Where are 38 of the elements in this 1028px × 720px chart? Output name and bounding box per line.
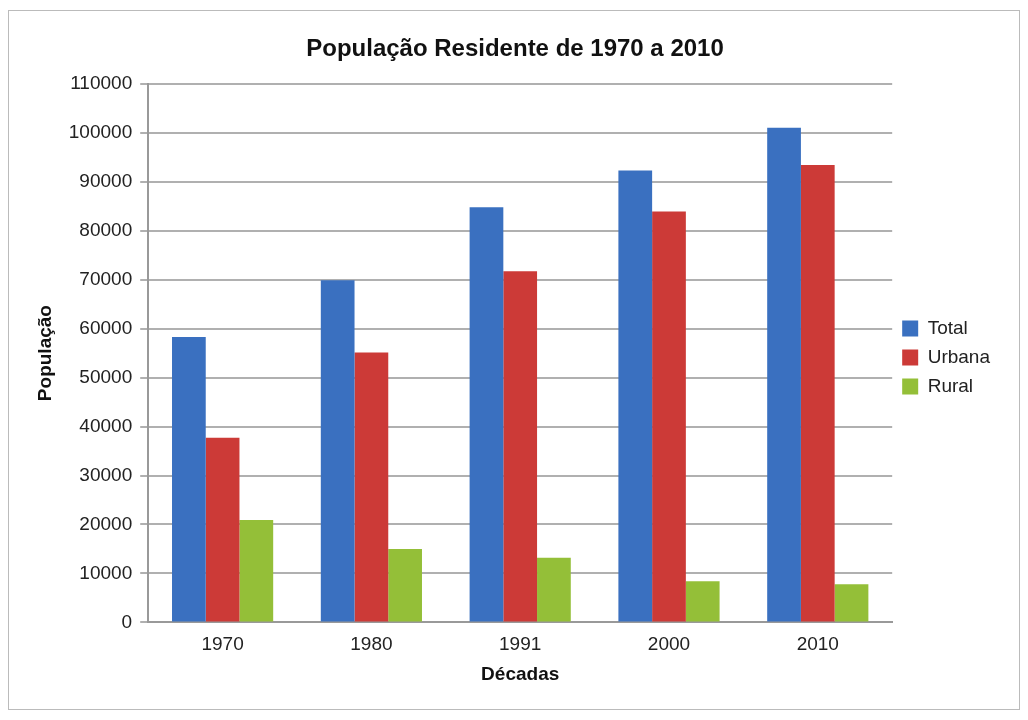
y-tick-label: 50000	[79, 365, 133, 387]
bar	[618, 170, 653, 622]
chart-title: População Residente de 1970 a 2010	[306, 34, 724, 62]
bar	[388, 548, 422, 622]
x-axis-title: Décadas	[481, 662, 560, 684]
x-tick-label: 2000	[647, 633, 691, 655]
y-tick-label: 90000	[79, 169, 133, 191]
bar	[320, 280, 355, 622]
bar	[239, 520, 274, 622]
y-tick-label: 10000	[79, 561, 133, 583]
bar	[834, 584, 869, 622]
x-tick-label: 2010	[796, 633, 839, 655]
y-tick-label: 70000	[79, 267, 133, 289]
y-tick-label: 20000	[79, 512, 133, 534]
bar	[503, 271, 538, 622]
x-tick-label: 1970	[201, 633, 244, 655]
y-axis-title: População	[33, 305, 55, 402]
bar	[537, 557, 571, 622]
bar	[469, 207, 504, 622]
y-tick-label: 60000	[79, 316, 133, 338]
x-tick-label: 1991	[499, 633, 542, 655]
bar	[172, 336, 206, 622]
bar	[685, 581, 720, 622]
legend-label: Rural	[927, 374, 974, 396]
y-tick-label: 30000	[79, 463, 133, 485]
y-tick-label: 40000	[79, 414, 133, 436]
y-tick-label: 110000	[70, 72, 133, 94]
y-tick-label: 0	[121, 610, 133, 632]
legend-label: Total	[927, 316, 968, 338]
bar	[652, 211, 686, 622]
legend-label: Urbana	[927, 345, 991, 367]
y-tick-label: 100000	[68, 121, 133, 142]
y-tick-label: 80000	[79, 218, 133, 240]
bar	[800, 165, 835, 622]
bar	[354, 352, 389, 622]
bar	[205, 437, 240, 622]
bar	[767, 127, 801, 622]
x-tick-label: 1980	[350, 633, 393, 655]
